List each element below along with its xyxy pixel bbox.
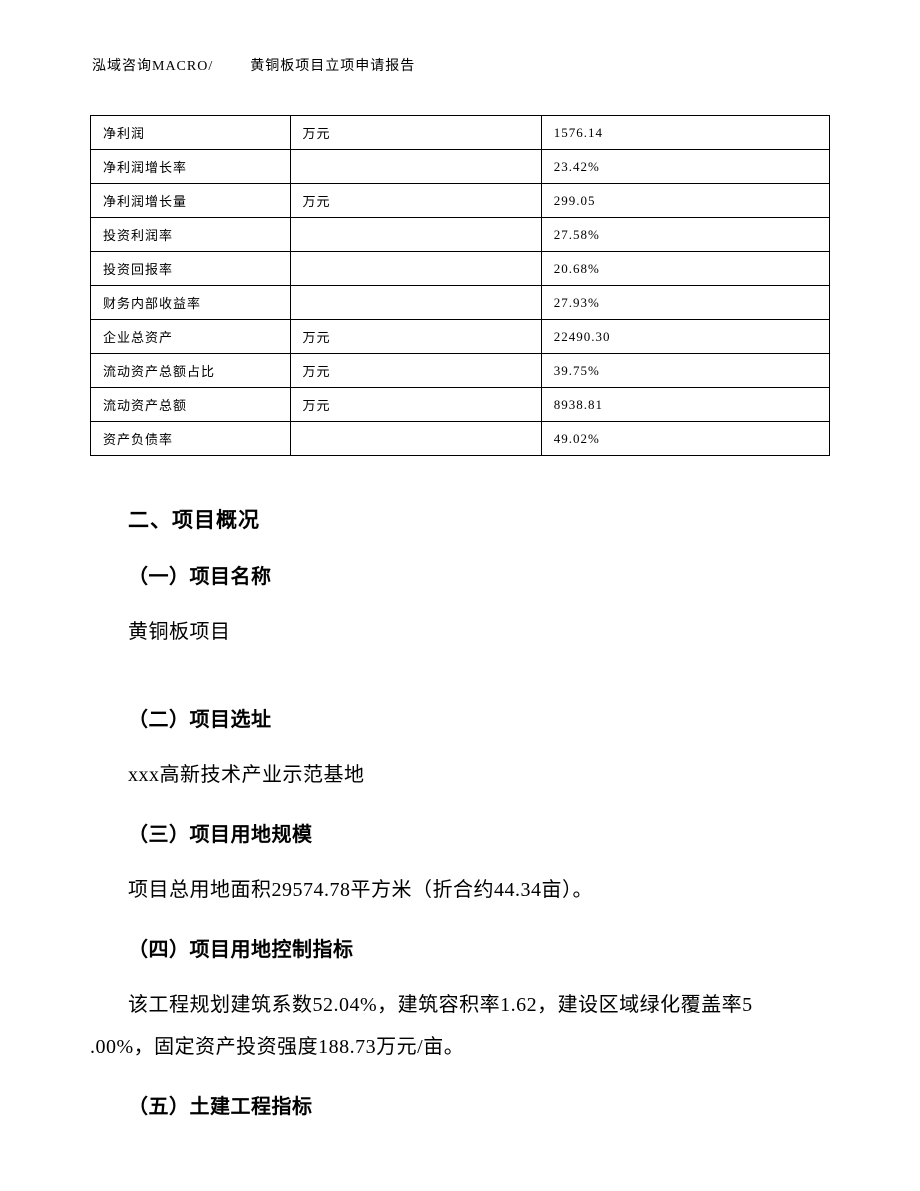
subtitle-project-name: （一）项目名称 <box>128 560 830 589</box>
table-cell-unit: 万元 <box>290 116 541 150</box>
table-cell-value: 20.68% <box>541 252 829 286</box>
table-row: 流动资产总额万元8938.81 <box>91 388 830 422</box>
financial-table: 净利润万元1576.14净利润增长率23.42%净利润增长量万元299.05投资… <box>90 115 830 456</box>
document-content: 二、项目概况 （一）项目名称 黄铜板项目 （二）项目选址 xxx高新技术产业示范… <box>90 504 830 1119</box>
table-cell-unit: 万元 <box>290 320 541 354</box>
table-cell-label: 投资利润率 <box>91 218 291 252</box>
document-header: 泓域咨询MACRO/ 黄铜板项目立项申请报告 <box>90 55 830 75</box>
table-cell-label: 财务内部收益率 <box>91 286 291 320</box>
table-cell-unit <box>290 218 541 252</box>
text-land-control-line2: .00%，固定资产投资强度188.73万元/亩。 <box>90 1026 830 1068</box>
subtitle-civil-engineering: （五）土建工程指标 <box>128 1090 830 1119</box>
table-cell-value: 27.93% <box>541 286 829 320</box>
table-cell-value: 8938.81 <box>541 388 829 422</box>
header-company: 泓域咨询MACRO/ <box>92 59 213 74</box>
table-cell-value: 39.75% <box>541 354 829 388</box>
table-row: 净利润万元1576.14 <box>91 116 830 150</box>
table-cell-unit <box>290 422 541 456</box>
spacer <box>128 675 830 703</box>
text-land-control-line1: 该工程规划建筑系数52.04%，建筑容积率1.62，建设区域绿化覆盖率5 <box>128 984 830 1026</box>
table-cell-label: 净利润增长量 <box>91 184 291 218</box>
subtitle-land-control: （四）项目用地控制指标 <box>128 933 830 962</box>
table-cell-label: 净利润 <box>91 116 291 150</box>
subtitle-project-location: （二）项目选址 <box>128 703 830 732</box>
text-project-location: xxx高新技术产业示范基地 <box>128 754 830 796</box>
table-cell-unit: 万元 <box>290 354 541 388</box>
header-title: 黄铜板项目立项申请报告 <box>250 59 415 74</box>
subtitle-land-scale: （三）项目用地规模 <box>128 818 830 847</box>
table-row: 资产负债率 49.02% <box>91 422 830 456</box>
table-cell-unit <box>290 252 541 286</box>
table-row: 财务内部收益率 27.93% <box>91 286 830 320</box>
table-row: 投资利润率 27.58% <box>91 218 830 252</box>
table-row: 流动资产总额占比万元39.75% <box>91 354 830 388</box>
table-cell-value: 27.58% <box>541 218 829 252</box>
table-cell-label: 流动资产总额占比 <box>91 354 291 388</box>
table-cell-label: 资产负债率 <box>91 422 291 456</box>
table-cell-unit <box>290 150 541 184</box>
table-cell-unit: 万元 <box>290 388 541 422</box>
table-row: 企业总资产万元22490.30 <box>91 320 830 354</box>
text-project-name: 黄铜板项目 <box>128 611 830 653</box>
table-cell-value: 299.05 <box>541 184 829 218</box>
text-land-scale: 项目总用地面积29574.78平方米（折合约44.34亩）。 <box>128 869 830 911</box>
table-row: 投资回报率 20.68% <box>91 252 830 286</box>
table-cell-value: 22490.30 <box>541 320 829 354</box>
table-row: 净利润增长量万元299.05 <box>91 184 830 218</box>
table-cell-value: 49.02% <box>541 422 829 456</box>
table-cell-label: 流动资产总额 <box>91 388 291 422</box>
table-cell-label: 企业总资产 <box>91 320 291 354</box>
table-cell-unit <box>290 286 541 320</box>
table-cell-unit: 万元 <box>290 184 541 218</box>
table-cell-value: 1576.14 <box>541 116 829 150</box>
table-row: 净利润增长率 23.42% <box>91 150 830 184</box>
table-cell-label: 净利润增长率 <box>91 150 291 184</box>
table-cell-label: 投资回报率 <box>91 252 291 286</box>
section-title-overview: 二、项目概况 <box>128 504 830 534</box>
table-cell-value: 23.42% <box>541 150 829 184</box>
